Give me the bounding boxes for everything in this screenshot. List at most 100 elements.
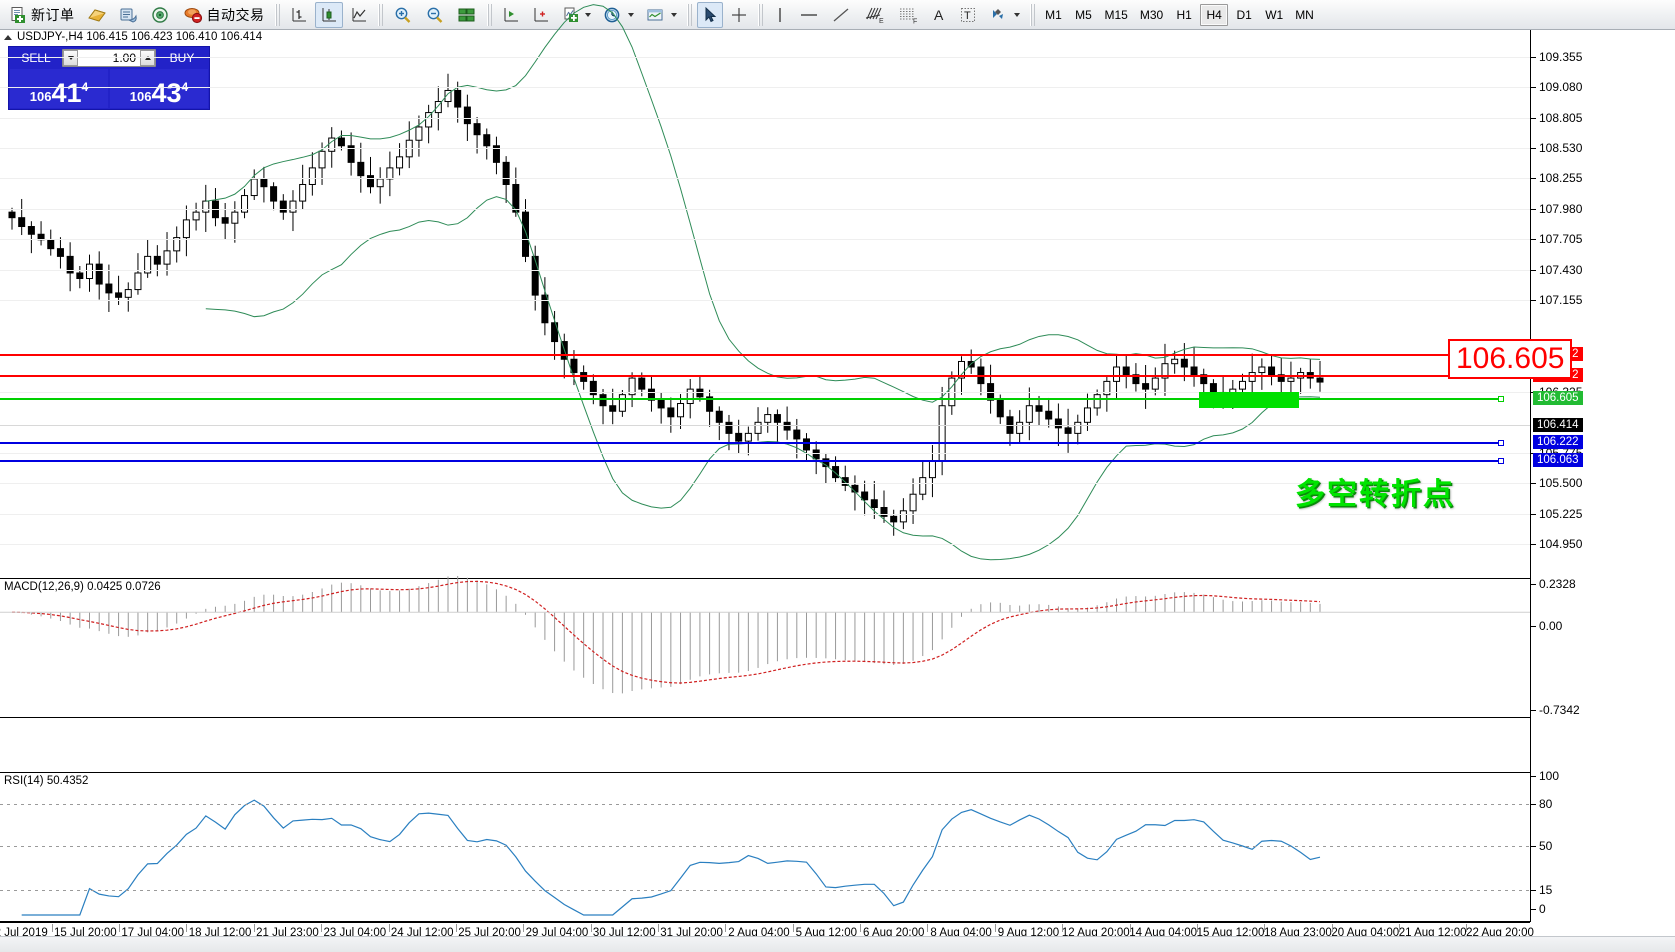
period-button[interactable] xyxy=(598,2,639,28)
price-axis-label: 108.255 xyxy=(1539,171,1583,186)
auto-scroll-button[interactable] xyxy=(527,2,555,28)
macd-axis-tick xyxy=(1531,710,1536,711)
buy-price-button[interactable]: 106 43 4 xyxy=(110,69,208,108)
new-order-button[interactable]: 新订单 xyxy=(4,2,80,28)
zoom-in-button[interactable] xyxy=(388,2,418,28)
price-level-tag-support[interactable]: 106.222 xyxy=(1533,435,1583,449)
support-line-106063[interactable] xyxy=(0,458,1504,464)
hline-button[interactable] xyxy=(794,2,824,28)
macd-axis-tick xyxy=(1531,626,1536,627)
time-axis-separator xyxy=(1196,924,1198,932)
objects-icon xyxy=(989,6,1009,24)
zoom-out-button[interactable] xyxy=(420,2,450,28)
price-gridline xyxy=(0,178,1530,180)
navigator-button[interactable] xyxy=(146,2,176,28)
price-gridline xyxy=(0,513,1530,515)
volume-value[interactable]: 1.00 xyxy=(78,50,140,66)
buy-price-sup: 4 xyxy=(182,80,189,107)
navigator-icon xyxy=(151,6,171,24)
resistance-line-106972[interactable] xyxy=(0,354,1530,356)
svg-text:A: A xyxy=(934,7,944,23)
price-callout-box[interactable]: 106.605 xyxy=(1448,339,1573,379)
collapse-triangle-icon[interactable] xyxy=(4,34,12,40)
objects-button[interactable] xyxy=(984,2,1025,28)
candlestick-chart-button[interactable] xyxy=(314,1,343,28)
time-axis-separator xyxy=(1264,924,1266,932)
timeframe-button-d1[interactable]: D1 xyxy=(1236,7,1252,22)
price-axis-tick xyxy=(1531,56,1536,58)
price-chart-pane[interactable]: 多空转折点 xyxy=(0,4,1530,561)
resistance-line-106822[interactable] xyxy=(0,373,1504,379)
macd-pane[interactable] xyxy=(0,575,1530,718)
elliott-wave-button[interactable]: E xyxy=(858,2,890,28)
timeframe-button-m15[interactable]: M15 xyxy=(1104,7,1128,22)
price-axis-label: 107.155 xyxy=(1539,293,1583,308)
text-label-icon: T xyxy=(959,6,977,24)
rsi-axis-label: 0 xyxy=(1539,902,1546,916)
toolbar-separator xyxy=(486,3,492,26)
volume-increase-button[interactable] xyxy=(140,50,155,66)
rsi-axis-label: 50 xyxy=(1539,839,1553,853)
chevron-down-icon[interactable] xyxy=(627,12,634,17)
autotrading-button[interactable]: 自动交易 xyxy=(178,2,270,28)
bar-chart-button[interactable] xyxy=(285,2,313,28)
price-axis-label: 105.225 xyxy=(1539,506,1583,521)
volume-input[interactable]: 1.00 xyxy=(62,49,156,67)
timeframe-button-mn[interactable]: MN xyxy=(1295,7,1314,22)
volume-decrease-button[interactable] xyxy=(63,50,78,66)
price-gridline xyxy=(0,56,1530,58)
timeframe-button-h4[interactable]: H4 xyxy=(1200,3,1229,26)
rsi-axis-tick xyxy=(1531,776,1536,777)
fibonacci-button[interactable]: F xyxy=(892,2,924,28)
text-button[interactable]: A xyxy=(926,2,952,28)
time-axis-separator xyxy=(119,924,121,932)
highlight-zone-rectangle[interactable] xyxy=(1199,392,1299,408)
timeframe-button-m1[interactable]: M1 xyxy=(1045,7,1062,22)
timeframe-button-h1[interactable]: H1 xyxy=(1176,7,1192,22)
chevron-down-icon[interactable] xyxy=(670,12,677,17)
market-watch-icon xyxy=(119,6,139,24)
vertical-line-icon xyxy=(773,6,787,24)
shift-chart-icon xyxy=(502,6,520,24)
template-button[interactable] xyxy=(641,2,682,28)
macd-axis-label: -0.7342 xyxy=(1539,703,1580,717)
vline-button[interactable] xyxy=(768,2,792,28)
price-axis-tick xyxy=(1531,208,1536,210)
price-gridline xyxy=(0,239,1530,241)
one-click-trading-panel[interactable]: SELL 1.00 BUY 106 41 4 106 43 4 xyxy=(8,46,210,110)
price-axis[interactable]: 109.355 109.080 108.805 108.530 108.255 107.9… xyxy=(1530,30,1675,922)
cursor-button[interactable] xyxy=(696,1,723,28)
shift-chart-button[interactable] xyxy=(497,2,525,28)
tile-windows-button[interactable] xyxy=(452,2,482,28)
rsi-pane[interactable] xyxy=(0,772,1530,922)
timeframe-button-m5[interactable]: M5 xyxy=(1075,7,1092,22)
market-watch-button[interactable] xyxy=(114,2,144,28)
chevron-down-icon[interactable] xyxy=(1013,12,1020,17)
time-axis-separator xyxy=(253,924,255,932)
macd-axis-label: 0.00 xyxy=(1539,619,1563,633)
add-indicator-button[interactable] xyxy=(557,2,596,28)
price-level-tag-current-price[interactable]: 106.414 xyxy=(1533,418,1583,432)
pivot-line-106605[interactable] xyxy=(0,396,1504,402)
timeframe-button-m30[interactable]: M30 xyxy=(1139,7,1164,22)
price-level-tag-support[interactable]: 106.063 xyxy=(1533,453,1583,467)
crosshair-icon xyxy=(730,6,748,24)
new-order-icon xyxy=(9,6,27,24)
charts-button[interactable] xyxy=(82,2,112,28)
timeframe-button-w1[interactable]: W1 xyxy=(1265,7,1284,22)
trendline-icon xyxy=(831,6,851,24)
price-level-tag-pivot[interactable]: 106.605 xyxy=(1533,391,1583,405)
price-axis-label: 108.530 xyxy=(1539,140,1583,155)
time-axis-separator xyxy=(51,924,53,932)
crosshair-button[interactable] xyxy=(725,2,753,28)
zoom-in-icon xyxy=(393,6,413,24)
chevron-down-icon[interactable] xyxy=(584,12,591,17)
trendline-button[interactable] xyxy=(826,2,856,28)
label-button[interactable]: T xyxy=(954,2,982,28)
line-chart-button[interactable] xyxy=(345,2,373,28)
sell-price-button[interactable]: 106 41 4 xyxy=(10,69,108,108)
turning-point-annotation[interactable]: 多空转折点 xyxy=(1295,477,1455,512)
price-gridline xyxy=(0,208,1530,210)
rsi-axis-tick xyxy=(1531,804,1536,805)
support-line-106222[interactable] xyxy=(0,440,1504,446)
